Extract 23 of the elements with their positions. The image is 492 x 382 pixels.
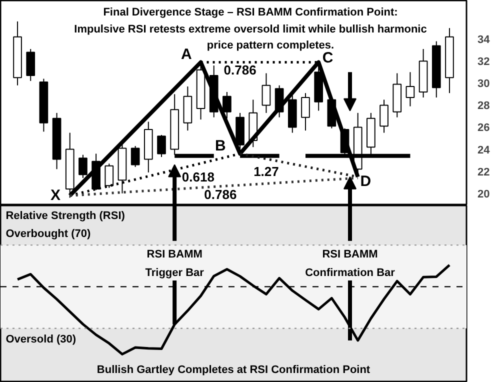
y-tick-label: 20 xyxy=(478,188,490,200)
annotation: RSI BAMM Trigger Bar xyxy=(145,248,205,280)
annotation: 1.27 xyxy=(254,164,279,179)
annotation: 0.786 xyxy=(204,186,237,202)
annotation: Bullish Gartley Completes at RSI Confirmation Point xyxy=(96,364,370,376)
ref-line-label: Oversold (30) xyxy=(6,334,76,346)
y-tick-label: 34 xyxy=(478,34,491,46)
annotation: 0.786 xyxy=(224,62,256,78)
annotation: 0.618 xyxy=(182,169,214,184)
y-tick-label: 32 xyxy=(478,56,490,68)
y-tick-label: 30 xyxy=(478,78,490,90)
ref-line-label: Overbought (70) xyxy=(6,228,92,240)
annotation: D xyxy=(360,172,372,190)
annotation: B xyxy=(214,137,226,154)
annotation: C xyxy=(322,49,334,66)
y-tick-label: 28 xyxy=(478,100,490,112)
annotation: RSI BAMM Confirmation Bar xyxy=(305,248,396,280)
y-tick-label: 24 xyxy=(478,144,491,156)
y-tick-label: 22 xyxy=(478,166,490,178)
y-tick-label: 26 xyxy=(478,122,490,134)
text: Final Divergence Stage – RSI BAMM Confirmation Point: xyxy=(103,6,398,18)
annotation: X xyxy=(50,187,60,204)
chart-title: Relative Strength (RSI) xyxy=(6,210,126,222)
